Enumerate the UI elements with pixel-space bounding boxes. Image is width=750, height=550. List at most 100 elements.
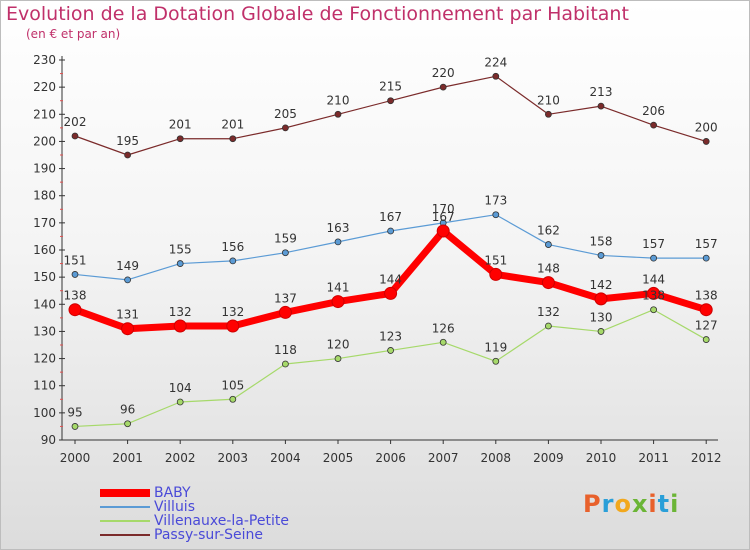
- data-label: 119: [484, 340, 507, 354]
- data-point: [545, 322, 552, 330]
- data-point: [334, 355, 342, 362]
- data-label: 138: [642, 289, 665, 303]
- data-point: [121, 322, 135, 336]
- data-label: 206: [642, 104, 665, 118]
- chart-legend: BABY Villuis Villenauxe-la-Petite Passy-sur…: [100, 485, 360, 543]
- data-point: [545, 110, 552, 118]
- chart-title: Evolution de la Dotation Globale de Fonc…: [6, 3, 629, 25]
- logo-letter: P: [583, 490, 602, 518]
- legend-swatch: [100, 534, 150, 536]
- data-point: [229, 257, 237, 265]
- x-tick-label: 2002: [165, 451, 196, 465]
- x-tick-label: 2011: [638, 451, 669, 465]
- data-label: 205: [274, 107, 297, 121]
- x-tick-label: 2004: [270, 451, 301, 465]
- legend-swatch: [100, 489, 150, 497]
- x-tick-label: 2006: [375, 451, 406, 465]
- data-point: [597, 252, 605, 259]
- data-point: [68, 303, 82, 317]
- x-tick-label: 2008: [481, 451, 512, 465]
- data-point: [545, 241, 552, 248]
- legend-label: Passy-sur-Seine: [154, 527, 264, 543]
- data-point: [71, 423, 79, 430]
- data-point: [281, 360, 289, 368]
- y-tick-label: 90: [41, 433, 56, 447]
- data-label: 157: [642, 237, 665, 251]
- data-point: [439, 338, 447, 346]
- data-label: 141: [327, 281, 350, 295]
- data-label: 151: [64, 253, 87, 267]
- data-point: [71, 271, 79, 278]
- data-point: [492, 211, 500, 219]
- data-label: 132: [169, 305, 192, 319]
- data-point: [702, 138, 710, 145]
- data-point: [173, 319, 187, 333]
- data-label: 137: [274, 291, 297, 305]
- y-tick-label: 200: [33, 134, 56, 148]
- data-label: 210: [327, 93, 350, 107]
- data-point: [176, 260, 184, 267]
- data-label: 170: [432, 202, 455, 216]
- data-label: 126: [432, 321, 455, 335]
- data-point: [387, 97, 395, 105]
- data-label: 123: [379, 329, 402, 343]
- data-point: [492, 72, 500, 80]
- data-point: [229, 395, 237, 403]
- data-label: 104: [169, 381, 192, 395]
- data-point: [176, 135, 184, 143]
- x-tick-label: 2003: [218, 451, 249, 465]
- x-tick-label: 2001: [112, 451, 143, 465]
- chart-data-labels: 138 131 132 132 137 141 144 167 151 148 142 144 138 1…: [64, 55, 718, 419]
- data-label: 215: [379, 80, 402, 94]
- data-label: 195: [116, 134, 139, 148]
- data-point: [281, 124, 289, 132]
- data-label: 201: [169, 118, 192, 132]
- data-label: 201: [221, 118, 244, 132]
- x-tick-label: 2009: [533, 451, 564, 465]
- data-label: 213: [590, 85, 613, 99]
- data-label: 224: [484, 55, 507, 69]
- y-tick-label: 140: [33, 297, 56, 311]
- logo-letter: t: [657, 490, 671, 518]
- data-label: 138: [64, 289, 87, 303]
- data-point: [439, 83, 447, 91]
- data-point: [650, 306, 657, 314]
- data-label: 162: [537, 224, 560, 238]
- data-label: 200: [695, 120, 718, 134]
- legend-item: Passy-sur-Seine: [100, 527, 360, 543]
- legend-item: Villenauxe-la-Petite: [100, 513, 360, 529]
- y-tick-label: 130: [33, 324, 56, 338]
- chart-subtitle: (en € et par an): [26, 27, 121, 41]
- y-tick-label: 170: [33, 216, 56, 230]
- data-point: [650, 254, 657, 262]
- data-label: 157: [695, 237, 718, 251]
- data-point: [176, 398, 184, 406]
- data-label: 167: [379, 210, 402, 224]
- data-point: [334, 110, 342, 118]
- data-point: [650, 121, 657, 129]
- data-label: 163: [327, 221, 350, 235]
- data-point: [71, 132, 79, 140]
- y-tick-label: 190: [33, 162, 56, 176]
- y-tick-label: 230: [33, 53, 56, 67]
- data-point: [387, 347, 395, 354]
- legend-label: Villenauxe-la-Petite: [154, 513, 289, 529]
- data-point: [331, 295, 345, 309]
- data-label: 155: [169, 243, 192, 257]
- y-tick-label: 210: [33, 107, 56, 121]
- data-label: 210: [537, 93, 560, 107]
- proxiti-logo: Proxiti: [583, 490, 679, 518]
- legend-swatch: [100, 520, 150, 522]
- y-tick-label: 150: [33, 270, 56, 284]
- legend-label: BABY: [154, 485, 191, 501]
- data-point: [594, 292, 608, 306]
- data-point: [702, 254, 710, 262]
- logo-letter: x: [631, 490, 649, 518]
- x-tick-label: 2000: [60, 451, 91, 465]
- y-tick-label: 180: [33, 189, 56, 203]
- data-label: 156: [221, 240, 244, 254]
- data-label: 158: [590, 234, 613, 248]
- logo-letter: i: [670, 490, 680, 518]
